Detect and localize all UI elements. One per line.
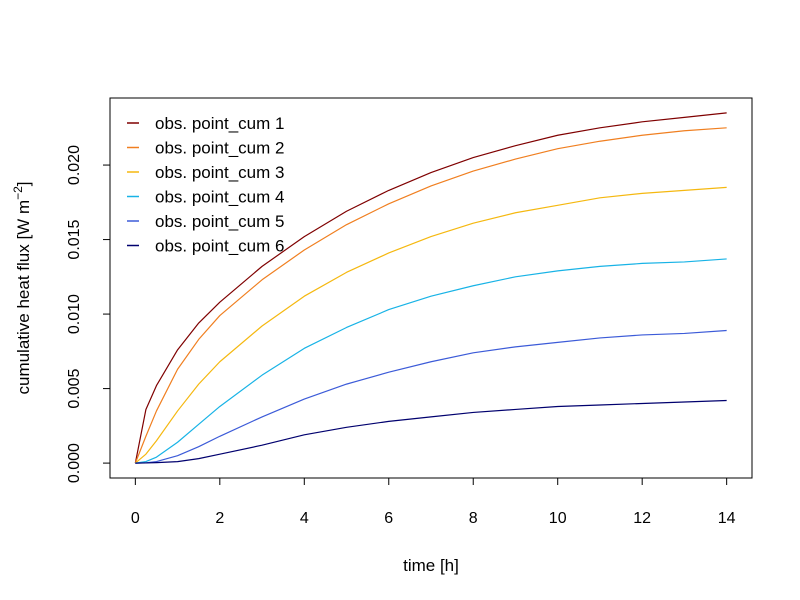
y-tick-label: 0.000: [66, 443, 83, 483]
y-axis-title: cumulative heat flux [W m−2]: [11, 181, 33, 394]
x-tick-label: 6: [384, 510, 393, 527]
y-tick-label: 0.015: [66, 219, 83, 259]
series-line-4: [135, 258, 727, 464]
legend-label-5: obs. point_cum 5: [155, 212, 284, 231]
x-axis-title: time [h]: [403, 556, 459, 575]
y-axis: 0.000 0.005 0.010 0.015 0.020: [66, 145, 111, 483]
x-tick-label: 14: [718, 510, 736, 527]
x-tick-label: 0: [131, 510, 140, 527]
legend: obs. point_cum 1 obs. point_cum 2 obs. poi…: [127, 114, 284, 256]
legend-label-4: obs. point_cum 4: [155, 188, 284, 207]
series-line-1: [134, 112, 727, 464]
legend-label-1: obs. point_cum 1: [155, 114, 284, 133]
y-axis-title-main: cumulative heat flux [W m: [14, 200, 33, 395]
y-tick-label: 0.010: [66, 294, 83, 334]
y-tick-label: 0.020: [66, 145, 83, 185]
series-line-5: [135, 329, 727, 464]
series-lines: [134, 112, 727, 464]
x-axis: 0 2 4 6 8 10 12 14: [131, 477, 736, 527]
x-tick-label: 2: [215, 510, 224, 527]
legend-label-3: obs. point_cum 3: [155, 163, 284, 182]
y-tick-label: 0.005: [66, 368, 83, 408]
series-line-3: [134, 186, 727, 464]
series-line-6: [135, 399, 727, 464]
y-axis-title-superscript: −2: [11, 186, 25, 200]
x-tick-label: 12: [633, 510, 651, 527]
legend-label-6: obs. point_cum 6: [155, 237, 284, 256]
x-tick-label: 4: [300, 510, 309, 527]
x-tick-label: 8: [469, 510, 478, 527]
y-axis-title-end: ]: [14, 181, 33, 186]
series-line-2: [134, 127, 727, 464]
x-tick-label: 10: [549, 510, 567, 527]
legend-label-2: obs. point_cum 2: [155, 139, 284, 158]
